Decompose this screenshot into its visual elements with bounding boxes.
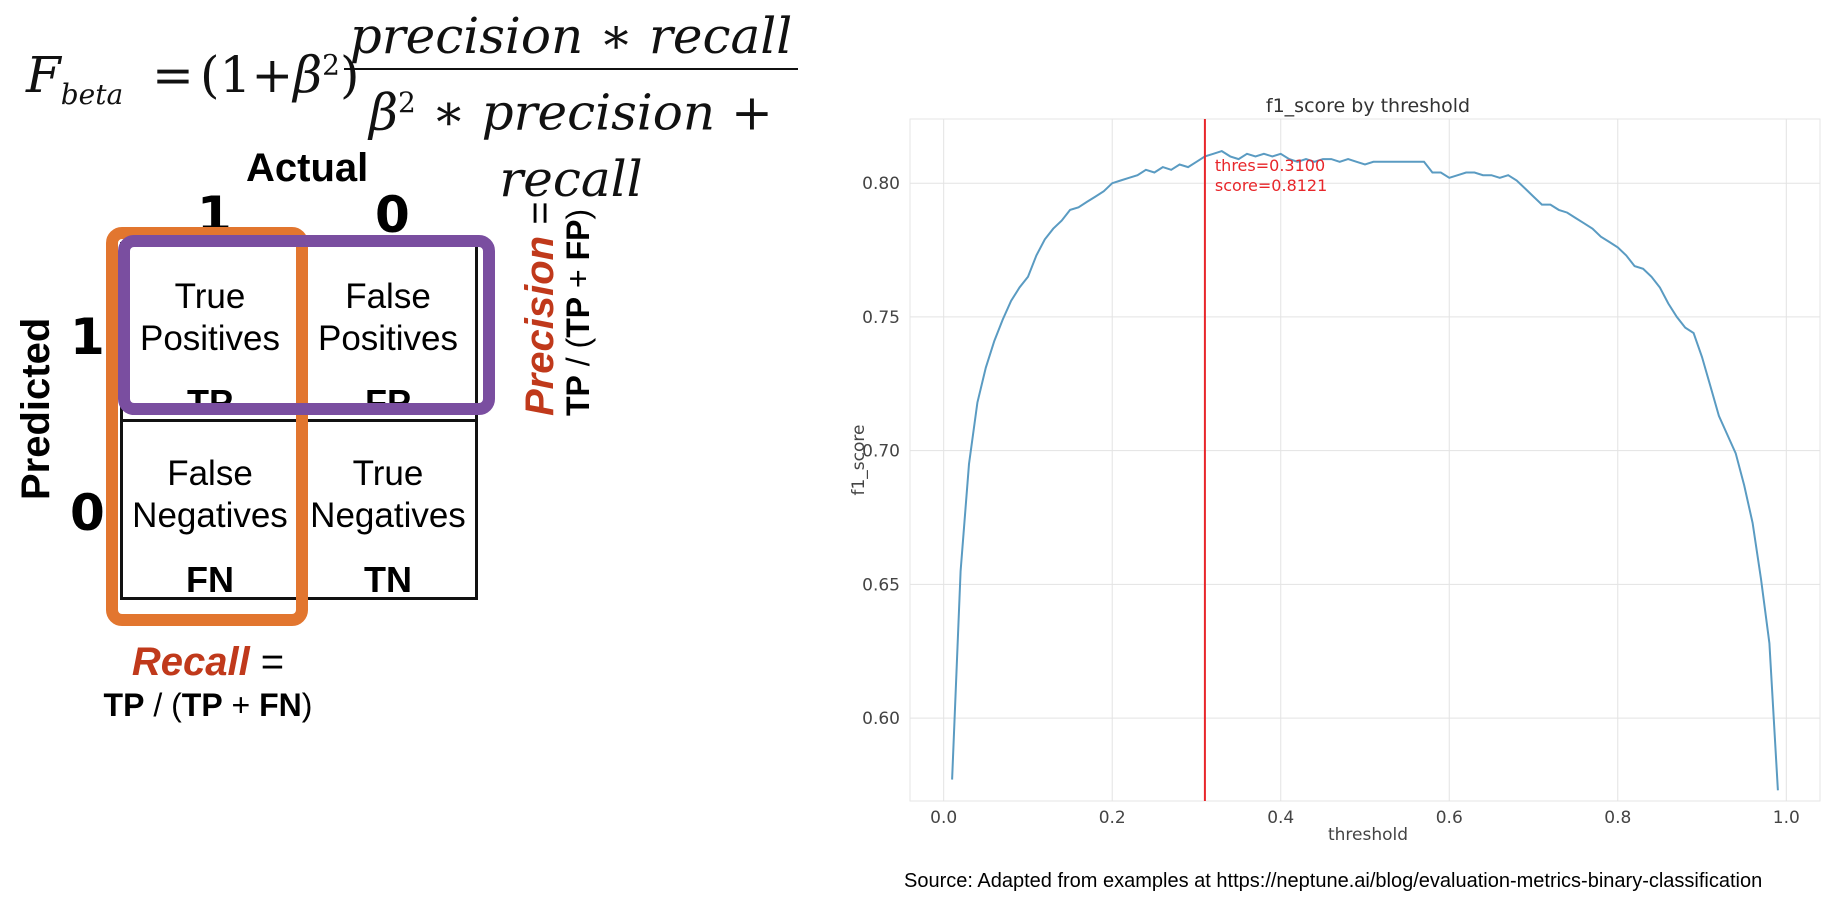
threshold-annotation: thres=0.3100 [1215, 156, 1325, 175]
x-axis-label: threshold [1328, 825, 1408, 845]
formula-equals: = [152, 46, 194, 104]
recall-fn: FN [259, 687, 302, 723]
recall-tp: TP [103, 687, 145, 723]
recall-tp-denominator: TP [181, 687, 223, 723]
cell-tn-line1: True [352, 454, 424, 493]
formula-fraction: precision ∗ recall β2 ∗ precision + reca… [340, 6, 802, 208]
y-axis-label: f1_score [849, 425, 869, 496]
cell-fp-text: False Positives [283, 240, 493, 360]
cell-true-negatives: True Negatives TN [283, 417, 493, 627]
actual-label: Actual [246, 146, 369, 190]
chart-tick-labels: 0.0 0.2 0.4 0.6 0.8 1.0 0.60 0.65 0.70 0.75 0.80 [862, 174, 1800, 828]
recall-title: Recall = [84, 640, 332, 685]
y-tick-label: 0.80 [862, 174, 900, 194]
x-tick-label: 0.8 [1604, 808, 1631, 828]
formula-factor-close: ) [339, 46, 360, 104]
formula-denominator: β2 ∗ precision + recall [340, 70, 802, 208]
formula-den-exponent: 2 [398, 86, 416, 119]
y-tick-label: 0.60 [862, 709, 900, 729]
recall-definition: Recall = TP / (TP + FN) [84, 640, 332, 724]
fbeta-formula: Fbeta = (1+β2) precision ∗ recall β2 ∗ p… [22, 6, 802, 208]
recall-plus: + [222, 687, 260, 723]
recall-formula: TP / (TP + FN) [84, 687, 332, 724]
cell-tp-text: True Positives [105, 240, 315, 360]
recall-name: Recall [131, 640, 250, 684]
source-text: : Adapted from examples at https://neptu… [967, 870, 1763, 892]
recall-close-paren: ) [301, 687, 313, 723]
cell-tn-abbr: TN [364, 559, 412, 600]
chart-title: f1_score by threshold [1266, 95, 1470, 117]
cell-fn-text: False Negatives [105, 417, 315, 537]
cell-tp-abbr: TP [186, 382, 233, 423]
cell-tp-line1: True [174, 277, 246, 316]
formula-factor-open: (1+ [200, 46, 294, 104]
cell-fp-line1: False [345, 277, 431, 316]
chart-grid [910, 119, 1820, 801]
x-tick-label: 0.6 [1436, 808, 1463, 828]
cell-tp-line2: Positives [139, 319, 281, 358]
formula-den-beta: β [369, 83, 399, 142]
x-tick-label: 0.4 [1267, 808, 1294, 828]
score-annotation: score=0.8121 [1215, 176, 1327, 195]
precision-highlight-box [118, 235, 495, 415]
cell-fp-abbr: FP [364, 382, 411, 423]
formula-factor-exponent: 2 [322, 48, 340, 82]
source-label: Source [904, 870, 968, 892]
cell-fp-line2: Positives [317, 319, 459, 358]
formula-f-symbol: F [26, 46, 61, 104]
cell-tn-line2: Negatives [310, 496, 466, 535]
formula-fraction-bar [344, 68, 798, 70]
predicted-row-1: 1 [70, 308, 105, 366]
formula-lhs: Fbeta [26, 46, 123, 111]
y-tick-label: 0.75 [862, 308, 900, 328]
formula-numerator: precision ∗ recall [349, 7, 793, 65]
x-tick-label: 1.0 [1773, 808, 1800, 828]
recall-slash: / ( [144, 687, 182, 723]
x-tick-label: 0.0 [930, 808, 957, 828]
cell-false-positives: False Positives FP [283, 240, 493, 450]
y-tick-label: 0.65 [862, 575, 900, 595]
source-citation: Source: Adapted from examples at https:/… [904, 870, 1762, 893]
predicted-row-0: 0 [70, 484, 105, 542]
actual-col-0: 0 [375, 186, 410, 244]
cell-fn-line1: False [167, 454, 253, 493]
formula-factor: (1+β2) [200, 46, 359, 104]
formula-factor-beta: β [293, 46, 323, 104]
cell-true-positives: True Positives TP [105, 240, 315, 450]
recall-equals: = [249, 640, 285, 684]
formula-beta-subscript: beta [60, 78, 124, 111]
cell-fn-abbr: FN [186, 559, 234, 600]
cell-tn-text: True Negatives [283, 417, 493, 537]
cell-fn-line2: Negatives [132, 496, 288, 535]
f1-score-line [951, 150, 1779, 791]
plot-area [909, 118, 1821, 802]
x-tick-label: 0.2 [1099, 808, 1126, 828]
formula-den-rest: ∗ precision + recall [415, 83, 773, 208]
cell-false-negatives: False Negatives FN [105, 417, 315, 627]
y-tick-label: 0.70 [862, 442, 900, 462]
